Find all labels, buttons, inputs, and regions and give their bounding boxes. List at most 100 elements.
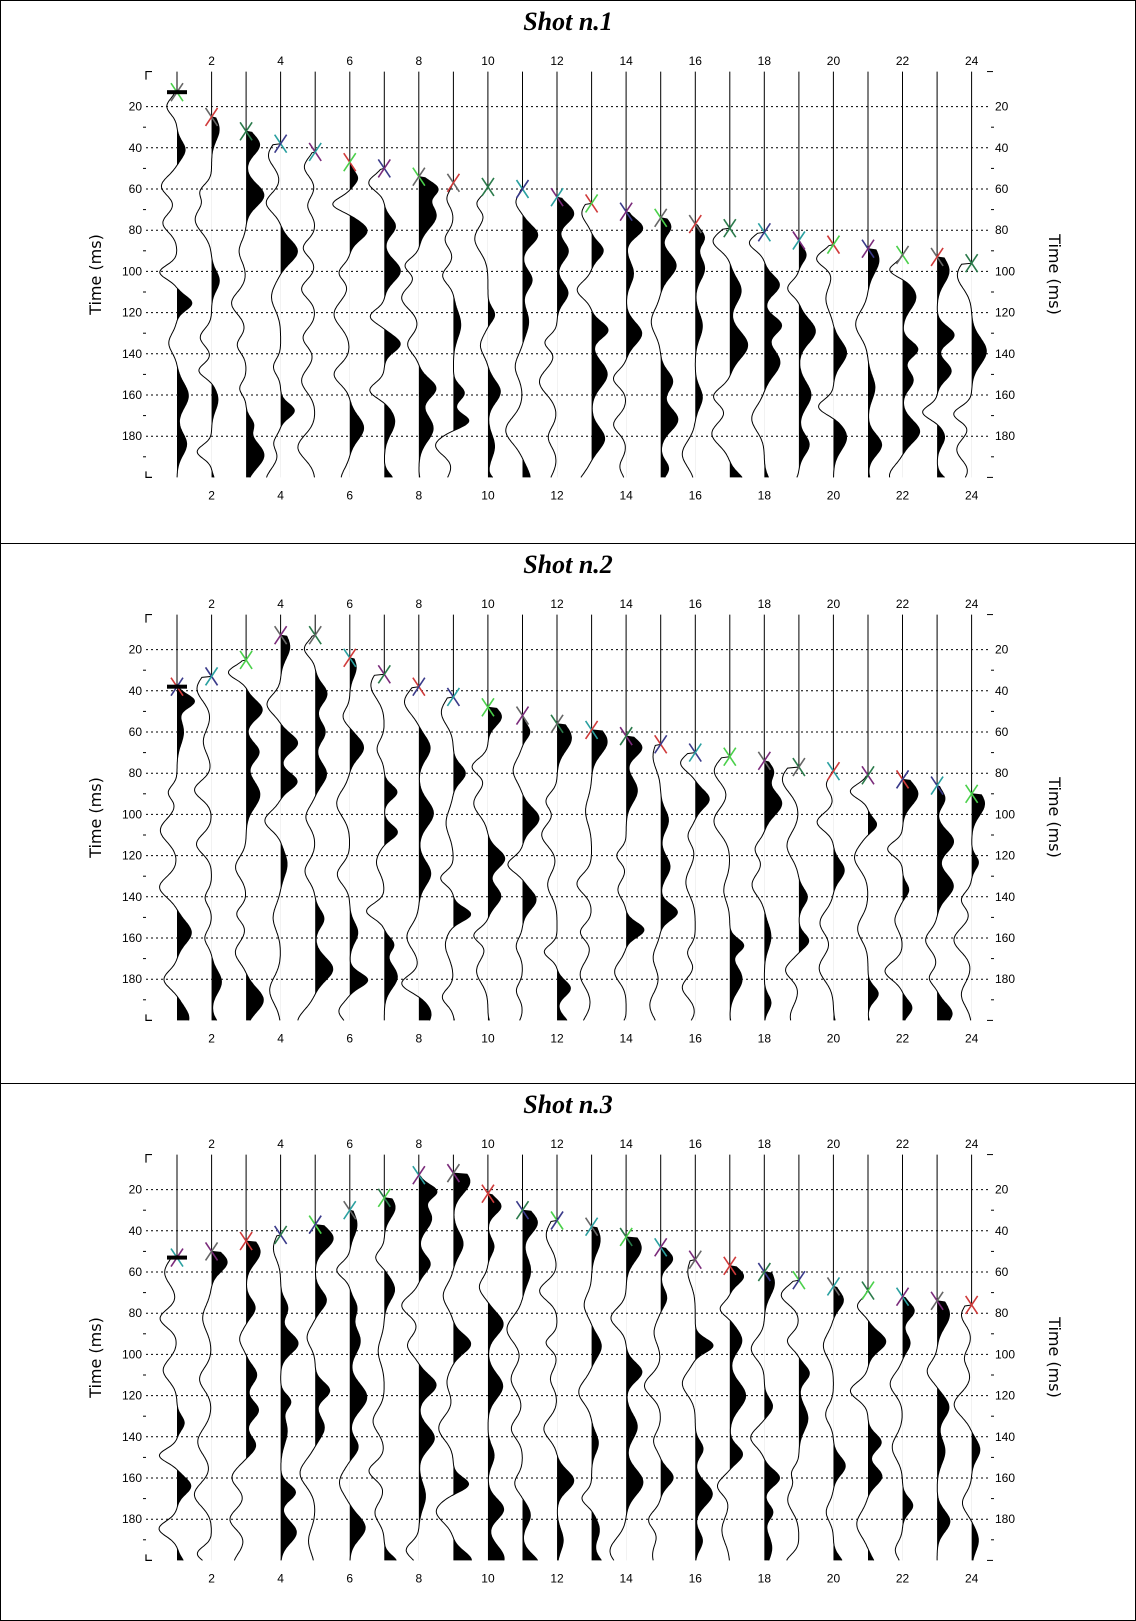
time-tick-label-right: 140: [995, 890, 1015, 904]
pick-marker: [895, 1287, 910, 1307]
trace-number-label-bottom: 6: [346, 488, 353, 502]
trace-line: [478, 1154, 505, 1561]
pick-marker: [204, 666, 219, 686]
trace-fill: [349, 71, 367, 478]
trace-line: [474, 71, 501, 478]
pick-marker: [861, 1281, 875, 1300]
seismogram-plot: 20 20 40 40 60 60 80 80 100 100 120 120 140 140 160 160…: [86, 54, 1064, 502]
pick-marker: [792, 1270, 806, 1290]
trace-fill: [487, 71, 501, 478]
trace-number-label-bottom: 16: [689, 488, 703, 502]
trace-line: [336, 1154, 368, 1561]
pick-marker: [723, 1256, 737, 1276]
trace-fill: [384, 1154, 397, 1561]
pick-marker: [412, 677, 426, 697]
time-tick-label-right: 120: [995, 306, 1015, 320]
pick-marker: [964, 784, 979, 804]
trace-number-label-top: 12: [550, 597, 564, 611]
trace-number-label-bottom: 8: [416, 1031, 423, 1045]
time-tick-label-left: 60: [129, 1265, 143, 1279]
trace-number-label-bottom: 18: [758, 488, 772, 502]
time-tick-label-left: 20: [129, 100, 143, 114]
pick-marker: [273, 625, 288, 645]
trace-line: [159, 614, 196, 1021]
trace-line: [926, 1154, 951, 1561]
trace-number-label-top: 16: [689, 597, 703, 611]
panel-title: Shot n.1: [523, 7, 613, 36]
trace-line: [748, 71, 783, 478]
bracket-bottom-left: [145, 1014, 152, 1021]
pick-marker: [446, 687, 461, 707]
pick-marker: [204, 1241, 219, 1261]
trace-number-label-top: 6: [346, 54, 353, 68]
pick-marker: [688, 743, 702, 763]
trace-line: [401, 1154, 438, 1561]
trace-number-label-bottom: 12: [550, 1571, 564, 1585]
pick-marker: [619, 202, 633, 222]
trace-fill: [626, 71, 643, 478]
source-marker: [167, 684, 187, 689]
trace-number-label-top: 2: [208, 1137, 215, 1151]
time-tick-label-left: 140: [122, 1430, 142, 1444]
trace-number-label-bottom: 6: [346, 1031, 353, 1045]
trace-number-label-bottom: 6: [346, 1571, 353, 1585]
trace-number-label-bottom: 24: [965, 1031, 979, 1045]
trace-line: [711, 71, 749, 478]
trace-fill: [453, 614, 471, 1021]
trace-number-label-top: 22: [896, 1137, 910, 1151]
bracket-top-left: [145, 1153, 152, 1163]
trace-line: [194, 614, 222, 1021]
pick-marker: [204, 107, 219, 127]
trace-fill: [798, 1154, 810, 1561]
trace-fill: [833, 1154, 846, 1561]
trace-number-label-bottom: 18: [758, 1031, 772, 1045]
trace-number-label-top: 14: [619, 1137, 633, 1151]
trace-fill: [557, 1154, 574, 1561]
trace-number-label-bottom: 14: [619, 488, 633, 502]
y-axis-label-left: Time (ms): [86, 234, 105, 316]
y-axis-label-left: Time (ms): [86, 777, 105, 859]
trace-number-label-bottom: 20: [827, 488, 841, 502]
trace-line: [539, 1154, 575, 1561]
pick-marker: [792, 231, 806, 250]
pick-marker: [308, 142, 322, 162]
trace-fill: [798, 71, 816, 478]
time-tick-label-right: 20: [995, 1183, 1009, 1197]
trace-number-label-top: 16: [689, 1137, 703, 1151]
trace-line: [505, 71, 539, 478]
trace-line: [194, 71, 220, 478]
trace-fill: [453, 71, 469, 478]
trace-number-label-top: 14: [619, 597, 633, 611]
pick-marker: [446, 1163, 461, 1183]
pick-marker: [757, 222, 772, 242]
pick-marker: [688, 214, 702, 234]
time-tick-label-left: 160: [122, 388, 142, 402]
time-tick-label-right: 160: [995, 931, 1015, 945]
time-tick-label-left: 100: [122, 807, 142, 821]
y-axis-label-right: Time (ms): [1045, 776, 1064, 858]
pick-marker: [723, 747, 737, 767]
time-tick-label-left: 40: [129, 1224, 143, 1238]
trace-line: [922, 71, 955, 478]
trace-line: [272, 1154, 299, 1561]
trace-number-label-top: 10: [481, 1137, 495, 1151]
time-tick-label-left: 100: [122, 1347, 142, 1361]
time-tick-label-right: 100: [995, 1347, 1015, 1361]
trace-fill: [591, 614, 608, 1021]
time-tick-label-left: 40: [129, 684, 143, 698]
pick-marker: [584, 193, 599, 213]
trace-fill: [453, 1154, 472, 1561]
trace-number-label-bottom: 22: [896, 1571, 910, 1585]
pick-marker: [377, 158, 391, 178]
trace-line: [816, 71, 847, 478]
pick-marker: [895, 245, 910, 265]
time-tick-label-right: 120: [995, 849, 1015, 863]
trace-line: [953, 71, 987, 478]
time-tick-label-right: 160: [995, 1471, 1015, 1485]
trace-number-label-top: 4: [277, 54, 284, 68]
trace-line: [506, 1154, 539, 1561]
trace-fill: [349, 1154, 367, 1561]
trace-line: [816, 614, 845, 1021]
trace-fill: [660, 71, 678, 478]
